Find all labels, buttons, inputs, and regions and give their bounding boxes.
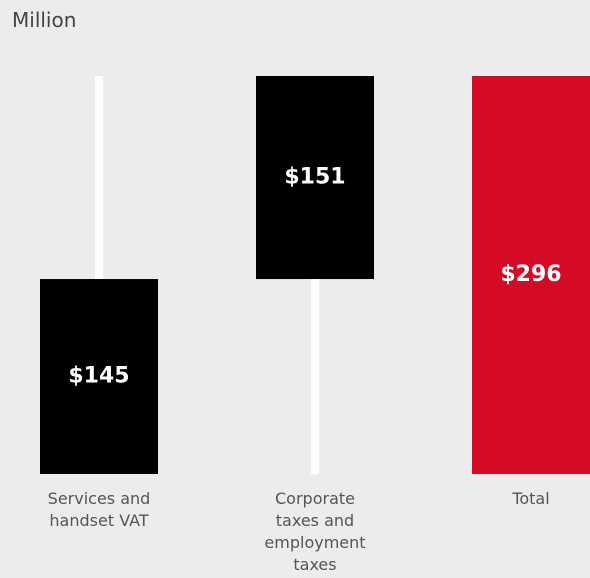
bar: [256, 76, 374, 280]
x-tick-label: Total: [512, 489, 550, 508]
value-label: $296: [500, 262, 561, 287]
bar: [472, 76, 590, 474]
value-label: $151: [284, 165, 345, 190]
bars: [40, 76, 590, 474]
connector: [95, 76, 103, 474]
unit-label: Million: [12, 8, 77, 32]
bar: [40, 279, 158, 474]
value-label: $145: [68, 364, 129, 389]
x-tick-label: Services and handset VAT: [47, 489, 151, 530]
x-tick-label: Corporate taxes and employment taxes: [264, 489, 366, 574]
